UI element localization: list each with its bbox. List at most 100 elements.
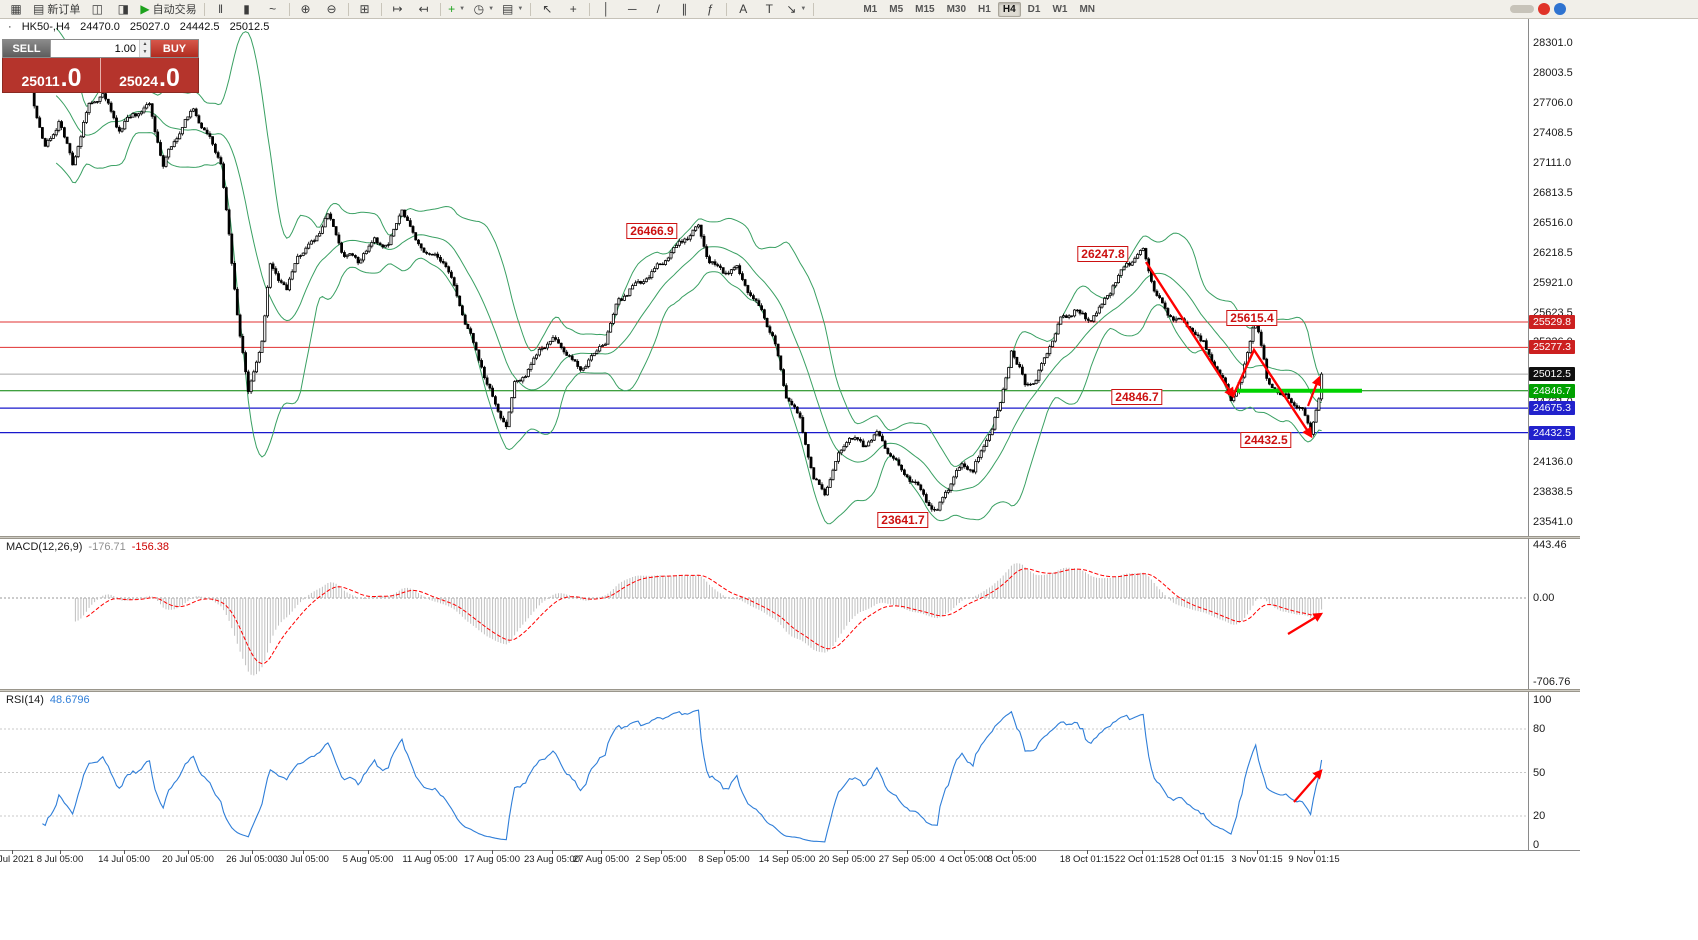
trend-arrow[interactable] xyxy=(1306,375,1321,407)
time-axis-label: 14 Sep 05:00 xyxy=(758,854,816,865)
trend-arrow[interactable] xyxy=(1231,347,1313,439)
price-axis-badge: 25012.5 xyxy=(1529,367,1575,382)
rsi-axis-label: 80 xyxy=(1533,723,1546,735)
cursor-button[interactable]: ↖ xyxy=(534,0,560,18)
time-axis-label: 20 Sep 05:00 xyxy=(818,854,876,865)
indicators-add-caret: ▼ xyxy=(459,6,466,12)
sell-button[interactable]: SELL xyxy=(3,40,50,57)
price-callout-label[interactable]: 26466.9 xyxy=(626,223,678,239)
chart-bars-icon: ‖ xyxy=(218,2,224,16)
chart-line-button[interactable]: ~ xyxy=(260,0,286,18)
toolbar-separator xyxy=(726,2,728,16)
new-order-label: 新订单 xyxy=(47,4,81,16)
community-icon[interactable] xyxy=(1554,3,1566,15)
price-axis-badge: 24675.3 xyxy=(1529,401,1575,416)
timeframe-mn-button[interactable]: MN xyxy=(1079,3,1095,15)
auto-scroll-button[interactable]: ↦ xyxy=(385,0,411,18)
price-callout-label[interactable]: 25615.4 xyxy=(1226,310,1278,326)
time-axis-tick xyxy=(1012,850,1013,854)
templates-button[interactable]: ▤ ▼ xyxy=(498,0,527,18)
templates-icon: ▤ xyxy=(502,2,514,16)
symbol-period: HK50-,H4 xyxy=(21,21,71,33)
trend-arrow[interactable] xyxy=(1293,769,1323,803)
trendline-button[interactable]: / xyxy=(645,0,671,18)
new-order-button[interactable]: ▤ 新订单 xyxy=(29,0,84,18)
pane-splitter-rsi[interactable] xyxy=(0,689,1580,692)
chart-shift-button[interactable]: ↤ xyxy=(411,0,437,18)
timeframe-w1-button[interactable]: W1 xyxy=(1052,3,1068,15)
price-axis-tick: 27408.5 xyxy=(1533,126,1573,139)
toolbar-group-2: ⊕ ⊖ xyxy=(293,0,345,18)
zoom-in-button[interactable]: ⊕ xyxy=(293,0,319,18)
arrows-tool-button[interactable]: ↘ ▼ xyxy=(782,0,810,18)
time-axis-tick xyxy=(1087,850,1088,854)
indicators-add-icon: + xyxy=(448,2,456,16)
macd-pane[interactable] xyxy=(0,563,1528,676)
macd-signal-line xyxy=(86,568,1322,665)
data-window-button[interactable]: ◨ xyxy=(110,0,136,18)
templates-caret: ▼ xyxy=(517,6,524,12)
volume-input[interactable] xyxy=(51,40,140,57)
timeframe-h1-button[interactable]: H1 xyxy=(978,3,991,15)
market-watch-button[interactable]: ◫ xyxy=(84,0,110,18)
volume-increase-button[interactable]: ▲ xyxy=(140,40,150,49)
price-axis-tick: 26218.5 xyxy=(1533,246,1573,259)
timeframe-m1-button[interactable]: M1 xyxy=(863,3,878,15)
vertical-line-button[interactable]: │ xyxy=(593,0,619,18)
chart-canvas[interactable] xyxy=(0,0,1580,872)
pane-splitter-macd[interactable] xyxy=(0,536,1580,539)
periods-button[interactable]: ◷ ▼ xyxy=(470,0,498,18)
buy-price-big: .0 xyxy=(159,63,180,92)
price-axis-tick: 26516.0 xyxy=(1533,216,1573,229)
horizontal-line-icon: ─ xyxy=(628,2,637,16)
market-watch-icon: ◫ xyxy=(91,2,104,16)
toolbar: ▦ ▤ 新订单 ◫ ◨ ▶ 自动交易 ‖ ▮ ~ ⊕ ⊖ ⊞ ↦ ↤ + ▼ ◷ ▼ ▤ ▼ ↖ + │ ─ / ∥ ƒ A T ↘ ▼ M1 M… xyxy=(0,0,1698,19)
toolbar-separator xyxy=(813,2,815,16)
equidistant-channel-button[interactable]: ∥ xyxy=(671,0,697,18)
zoom-in-icon: ⊕ xyxy=(300,2,311,16)
price-callout-label[interactable]: 26247.8 xyxy=(1077,246,1129,262)
price-callout-label[interactable]: 24432.5 xyxy=(1240,432,1292,448)
time-axis-tick xyxy=(601,850,602,854)
text-label-button[interactable]: T xyxy=(756,0,782,18)
text-label-icon: T xyxy=(765,2,773,16)
toolbar-separator xyxy=(530,2,532,16)
timeframe-m15-button[interactable]: M15 xyxy=(915,3,935,15)
timeframe-h4-button[interactable]: H4 xyxy=(997,1,1021,17)
volume-decrease-button[interactable]: ▼ xyxy=(140,48,150,57)
timeframe-m5-button[interactable]: M5 xyxy=(889,3,904,15)
price-callout-label[interactable]: 23641.7 xyxy=(877,512,929,528)
toolbar-group-7: │ ─ / ∥ ƒ xyxy=(593,0,723,18)
toolbar-overflow-handle[interactable] xyxy=(1510,5,1534,13)
buy-button[interactable]: BUY xyxy=(151,40,198,57)
toolbar-group-6: ↖ + xyxy=(534,0,586,18)
chart-bars-button[interactable]: ‖ xyxy=(208,0,234,18)
time-axis-tick xyxy=(1142,850,1143,854)
rsi-pane[interactable] xyxy=(0,709,1528,843)
auto-trading-button[interactable]: ▶ 自动交易 xyxy=(136,0,200,18)
price-callout-label[interactable]: 24846.7 xyxy=(1111,389,1163,405)
timeframe-d1-button[interactable]: D1 xyxy=(1027,3,1041,15)
timeframe-m30-button[interactable]: M30 xyxy=(946,3,967,15)
trend-arrow[interactable] xyxy=(1287,612,1324,635)
trend-arrow[interactable] xyxy=(1144,261,1235,399)
notifications-icon[interactable] xyxy=(1538,3,1550,15)
price-pane[interactable] xyxy=(0,27,1528,525)
horizontal-line-button[interactable]: ─ xyxy=(619,0,645,18)
text-button[interactable]: A xyxy=(730,0,756,18)
crosshair-button[interactable]: + xyxy=(560,0,586,18)
bollinger-lower-band xyxy=(55,132,1322,525)
indicators-add-button[interactable]: + ▼ xyxy=(444,0,470,18)
buy-price-button[interactable]: 25024.0 xyxy=(101,58,198,92)
toolbar-separator xyxy=(380,2,382,16)
chart-candlesticks-button[interactable]: ▮ xyxy=(234,0,260,18)
price-axis-border xyxy=(1528,18,1529,850)
new-chart-button[interactable]: ▦ xyxy=(3,0,29,18)
fibonacci-retracement-button[interactable]: ƒ xyxy=(697,0,723,18)
zoom-out-button[interactable]: ⊖ xyxy=(319,0,345,18)
tile-windows-button[interactable]: ⊞ xyxy=(352,0,378,18)
volume-box: ▲ ▼ xyxy=(50,40,151,57)
time-axis-tick xyxy=(430,850,431,854)
sell-price-button[interactable]: 25011.0 xyxy=(3,58,101,92)
time-axis-tick xyxy=(724,850,725,854)
